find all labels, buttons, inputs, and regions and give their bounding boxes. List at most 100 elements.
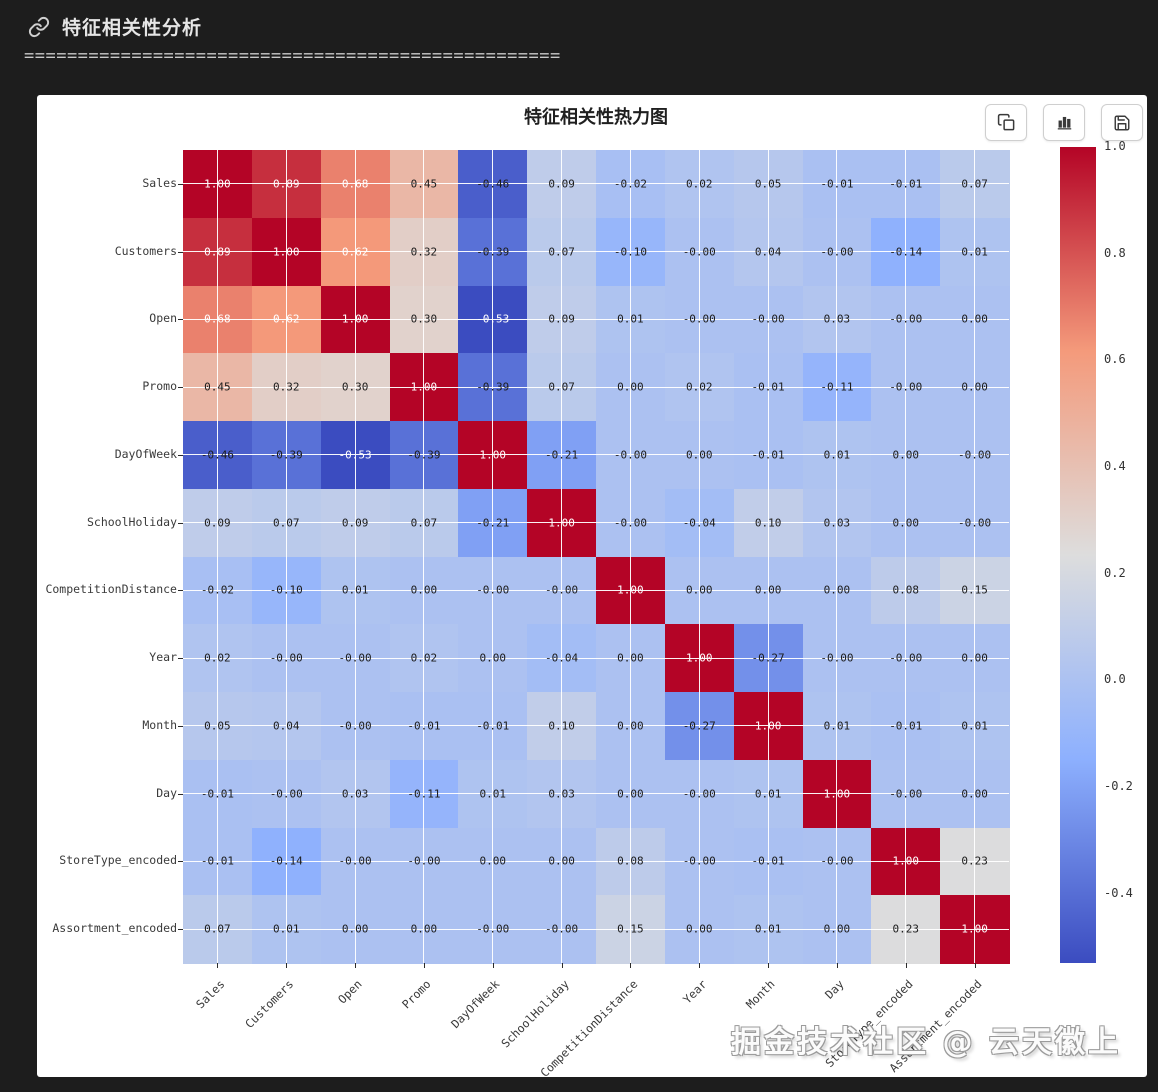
gridline (561, 150, 563, 963)
gridline (183, 251, 1009, 253)
heatmap-cell-value: -0.00 (545, 583, 579, 597)
x-axis-tick (492, 963, 494, 968)
copy-button[interactable] (985, 104, 1027, 141)
heatmap-cell-value: 1.00 (548, 516, 575, 530)
heatmap-cell-value: 0.45 (204, 380, 231, 394)
heatmap-cell-value: -0.11 (820, 380, 854, 394)
heatmap-cell-value: -0.00 (682, 312, 716, 326)
row-label: Customers (114, 243, 177, 258)
gridline (183, 793, 1009, 795)
heatmap-cell-value: 0.45 (410, 177, 438, 191)
row-label: CompetitionDistance (45, 582, 177, 597)
heatmap-cell-value: -0.10 (613, 245, 647, 259)
row-label: StoreType_encoded (59, 853, 177, 868)
heatmap-cell-value: 0.00 (754, 583, 782, 597)
heatmap-cell-value: -0.21 (476, 516, 510, 530)
gridline (183, 589, 1009, 591)
gridline (974, 150, 976, 963)
gridline (183, 318, 1009, 320)
app-header: 特征相关性分析 ================================… (0, 0, 1158, 95)
heatmap-cell-value: 0.00 (892, 448, 920, 462)
heatmap-cell-value: -0.00 (269, 787, 303, 801)
heatmap-cell-value: -0.00 (476, 583, 510, 597)
heatmap-cell-value: 0.01 (961, 245, 988, 259)
heatmap-cell-value: 0.08 (617, 854, 644, 868)
heatmap-cell-value: 0.01 (754, 787, 782, 801)
heatmap-cell-value: 0.00 (341, 922, 369, 936)
heatmap-cell-value: 0.00 (617, 651, 644, 665)
heatmap-cell-value: -0.39 (476, 245, 510, 259)
heatmap-cell-value: -0.00 (682, 854, 716, 868)
y-axis-tick (178, 793, 183, 795)
gridline (183, 522, 1009, 524)
gridline (183, 725, 1009, 727)
heatmap-cell-value: -0.21 (545, 448, 579, 462)
heatmap-cell-value: 1.00 (410, 380, 438, 394)
heatmap-cell-value: -0.02 (613, 177, 647, 191)
y-axis-tick (178, 590, 183, 592)
heatmap-cell-value: -0.00 (889, 651, 923, 665)
heatmap-cell-value: 0.15 (617, 922, 644, 936)
heatmap-cell-value: 0.09 (548, 312, 575, 326)
gridline (629, 150, 631, 963)
gridline (698, 150, 700, 963)
heatmap-cell-value: 0.62 (341, 245, 369, 259)
heatmap-cell-value: -0.01 (820, 177, 854, 191)
row-label: Assortment_encoded (52, 921, 177, 936)
heatmap-cell-value: 0.32 (273, 380, 300, 394)
gridline (183, 928, 1009, 930)
heatmap-cell-value: 0.30 (341, 380, 369, 394)
heatmap-cell-value: 0.62 (273, 312, 300, 326)
colorbar-tick-label: 0.2 (1104, 565, 1126, 580)
heatmap-cell-value: -0.39 (269, 448, 303, 462)
heatmap-cell-value: 0.00 (686, 448, 713, 462)
gridline (905, 150, 907, 963)
heatmap-cell-value: -0.00 (338, 719, 372, 733)
x-axis-tick (905, 963, 907, 968)
heatmap-row-labels: Sales Customers Open Promo DayOfWeek SchoolHo… (37, 150, 177, 963)
heatmap-cell-value: -0.04 (682, 516, 716, 530)
link-icon (28, 16, 50, 38)
row-label: Promo (142, 379, 177, 394)
heatmap-cell-value: 0.00 (686, 922, 713, 936)
heatmap-cell-value: -0.00 (820, 651, 854, 665)
heatmap-cell-value: 0.07 (961, 177, 988, 191)
heatmap-cell-value: 0.00 (479, 854, 507, 868)
heatmap-cell-value: 1.00 (892, 854, 920, 868)
heatmap-cell-value: 0.00 (892, 516, 920, 530)
heatmap-cell-value: 1.00 (479, 448, 507, 462)
heatmap-cell-value: 1.00 (961, 922, 988, 936)
x-axis-tick (355, 963, 357, 968)
heatmap-cell-value: 0.01 (341, 583, 369, 597)
gridline (216, 150, 218, 963)
gridline (767, 150, 769, 963)
heatmap-cell-value: -0.10 (269, 583, 303, 597)
heatmap-cell-value: 1.00 (204, 177, 231, 191)
heatmap-cell-value: 0.00 (961, 312, 988, 326)
y-axis-tick (178, 861, 183, 863)
heatmap-cell-value: -0.27 (751, 651, 785, 665)
heatmap-cell-value: 0.01 (823, 448, 851, 462)
heatmap-cell-value: 0.00 (961, 787, 988, 801)
heatmap-cell-value: -0.00 (682, 245, 716, 259)
chart-button[interactable] (1043, 104, 1085, 141)
heatmap-cell-value: 0.09 (341, 516, 369, 530)
y-axis-tick (178, 658, 183, 660)
heatmap-cell-value: -0.39 (476, 380, 510, 394)
copy-icon (997, 113, 1016, 132)
heatmap-cell-value: 0.23 (892, 922, 920, 936)
colorbar-tick-labels: 1.0 0.8 0.6 0.4 0.2 0.0 -0.2 -0.4 (1104, 139, 1154, 963)
heatmap-grid: 1.00 0.89 0.68 0.45 -0.46 0.09 -0.02 0.02 0.05 -0… (183, 150, 1010, 964)
y-axis-tick (178, 522, 183, 524)
heatmap-cell-value: 0.00 (617, 719, 644, 733)
heatmap-cell-value: 0.89 (273, 177, 300, 191)
heatmap-cell-value: 1.00 (754, 719, 782, 733)
save-button[interactable] (1101, 104, 1143, 141)
watermark: 掘金技术社区 @ 云天徽上 (731, 1025, 1121, 1060)
gridline (183, 386, 1009, 388)
heatmap-cell-value: -0.14 (889, 245, 923, 259)
heatmap-cell-value: 0.04 (273, 719, 300, 733)
heatmap-cell-value: 0.03 (823, 516, 851, 530)
row-label: Day (156, 785, 177, 800)
